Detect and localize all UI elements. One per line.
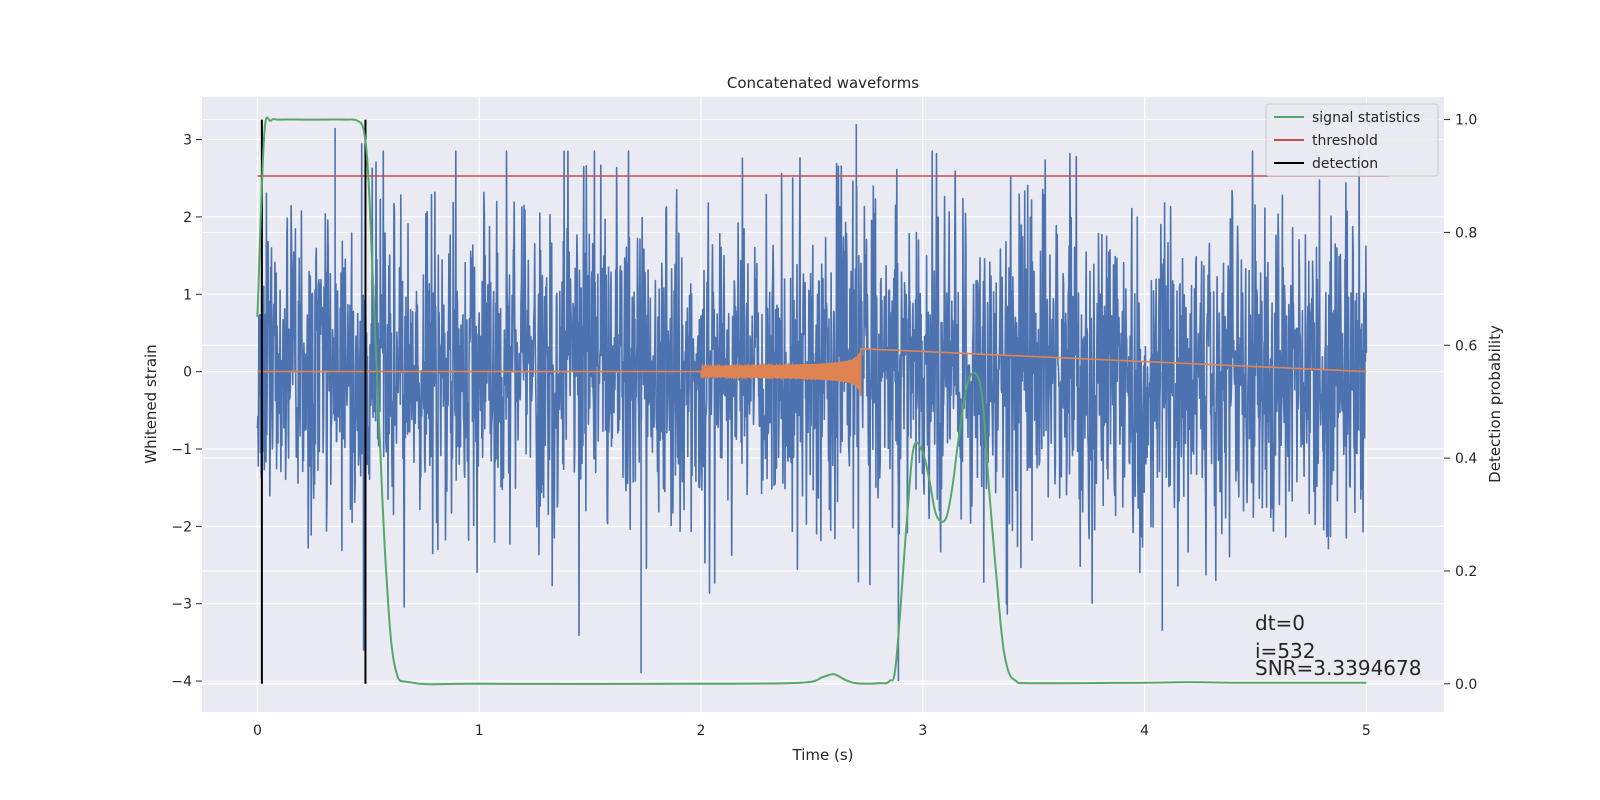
series-layer [256,116,1389,686]
legend-label: signal statistics [1312,110,1420,126]
y-tick-label: 2 [183,210,192,226]
y-tick-label: 0 [183,365,192,381]
legend-box [1265,103,1439,177]
y2-tick-label: 1.0 [1455,113,1477,129]
signal-statistics-line [256,116,1367,686]
annotation-index: i=532 [1255,639,1316,663]
y-axis-label: Whitened strain [142,344,160,463]
chart-title: Concatenated waveforms [727,74,919,92]
strain-series-line [256,124,1368,682]
x-tick-label: 2 [697,723,706,739]
y-tick-label: −2 [171,519,192,535]
y-tick-label: −3 [171,597,192,613]
x-axis-label: Time (s) [792,746,854,764]
y2-axis-label: Detection probability [1486,325,1504,483]
y2-tick-label: 0.2 [1455,564,1477,580]
x-tick-label: 1 [475,723,484,739]
legend: signal statistics threshold detection [1265,103,1439,177]
y-tick-label: −4 [171,674,192,690]
x-tick-label: 3 [918,723,927,739]
y-tick-label: −1 [171,442,192,458]
legend-label: detection [1312,156,1378,172]
x-tick-label: 4 [1140,723,1149,739]
y2-tick-label: 0.0 [1455,677,1477,693]
y-tick-label: 1 [183,287,192,303]
x-tick-label: 5 [1362,723,1371,739]
legend-label: threshold [1312,133,1378,149]
y2-tick-label: 0.4 [1455,451,1477,467]
y2-tick-label: 0.6 [1455,338,1477,354]
annotation-dt: dt=0 [1255,611,1305,635]
annotation-block: dt=0 i=532 SNR=3.3394678 [1255,611,1421,680]
annotation-snr: SNR=3.3394678 [1255,656,1421,680]
y-tick-label: 3 [183,133,192,149]
y2-tick-label: 0.8 [1455,225,1477,241]
x-tick-label: 0 [253,723,262,739]
ticks: 0 1 2 3 4 5 −4 −3 −2 −1 0 1 2 3 0.0 0.2 0.4 0.6 0.8 1.0 [171,113,1477,739]
chirp-series-line [257,347,1367,397]
